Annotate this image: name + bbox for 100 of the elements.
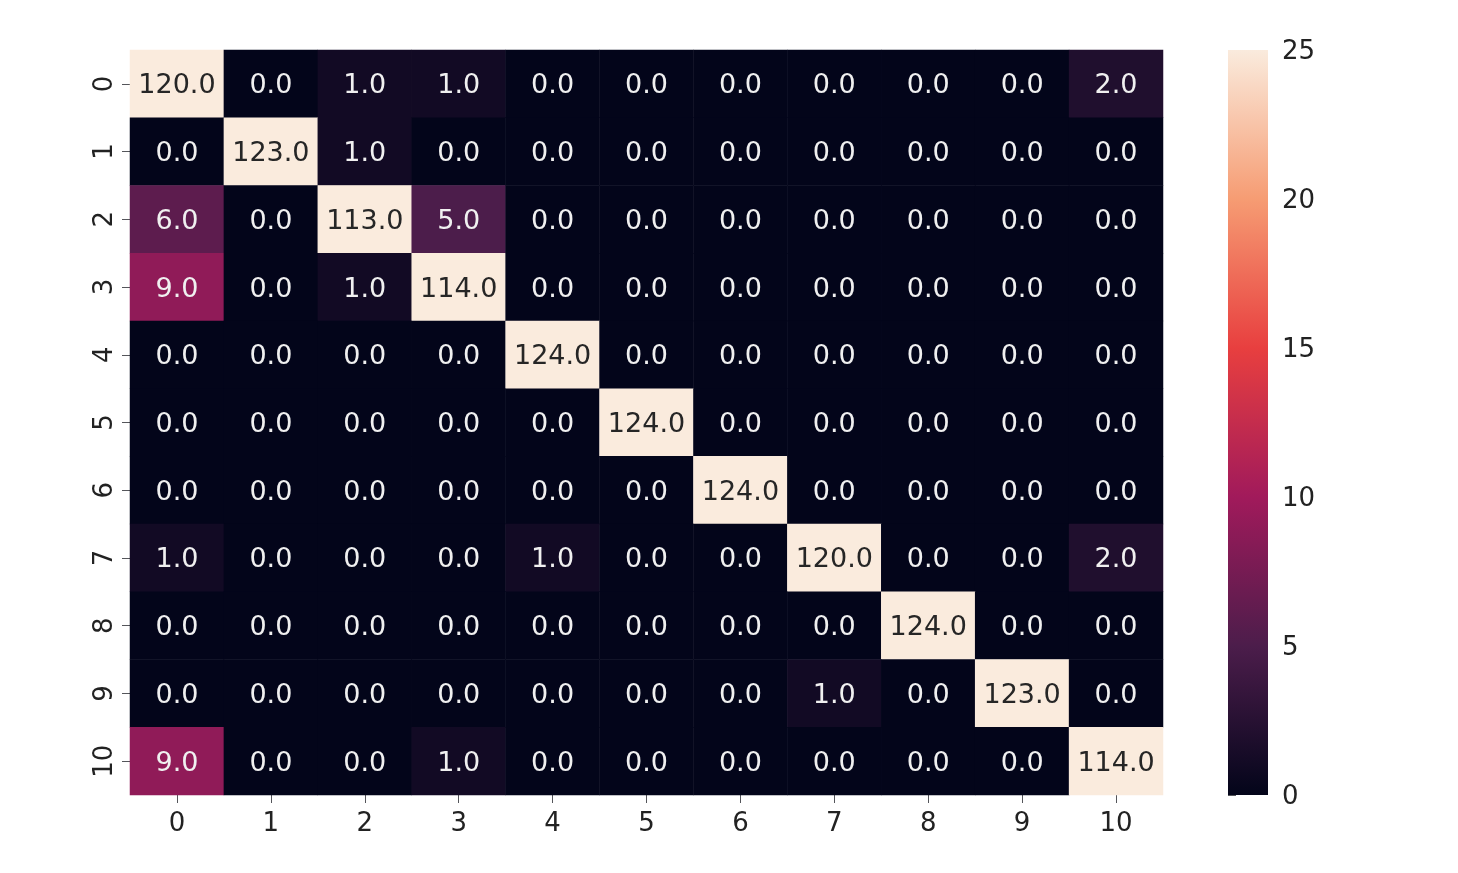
data-label: 0.0 [437, 407, 481, 438]
data-label: 120.0 [138, 68, 216, 100]
data-label: 0.0 [812, 271, 856, 303]
data-label: 0.0 [625, 610, 668, 642]
data-label: 1.0 [812, 677, 856, 709]
data-label: 0.0 [531, 203, 575, 235]
data-label: 0.0 [812, 68, 856, 100]
color-bar-label: 0 [1282, 780, 1299, 810]
y-tick-label: 3 [88, 278, 118, 296]
data-label: 0.0 [812, 339, 856, 371]
color-bar-label: 25 [1282, 35, 1316, 65]
data-label: 0.0 [1000, 542, 1044, 574]
data-label: 0.0 [1000, 136, 1044, 168]
y-tick-label: 5 [88, 414, 118, 431]
y-tick-label: 9 [88, 685, 118, 702]
data-label: 0.0 [343, 610, 387, 642]
data-label: 0.0 [625, 542, 668, 574]
data-label: 0.0 [343, 474, 387, 506]
x-tick-label: 0 [168, 807, 186, 837]
data-label: 0.0 [1094, 203, 1138, 235]
data-label: 0.0 [249, 542, 293, 574]
data-label: 0.0 [437, 136, 481, 168]
data-label: 0.0 [625, 271, 668, 303]
data-label: 0.0 [906, 271, 950, 303]
data-label: 1.0 [155, 542, 199, 574]
data-label: 0.0 [531, 68, 575, 100]
data-label: 0.0 [249, 68, 293, 100]
data-label: 1.0 [343, 68, 387, 100]
data-label: 0.0 [812, 407, 856, 438]
data-label: 0.0 [437, 339, 481, 371]
data-label: 0.0 [812, 610, 856, 642]
data-label: 0.0 [437, 474, 481, 506]
data-label: 0.0 [155, 407, 199, 438]
x-tick-label: 4 [544, 807, 561, 837]
data-label: 0.0 [625, 68, 668, 100]
x-tick-label: 10 [1099, 807, 1133, 837]
data-label: 0.0 [531, 745, 575, 777]
data-label: 0.0 [531, 677, 575, 709]
data-label: 6.0 [155, 203, 199, 235]
x-tick-label: 3 [450, 807, 467, 837]
data-label: 1.0 [437, 745, 481, 777]
data-label: 113.0 [326, 203, 404, 235]
data-label: 9.0 [155, 745, 199, 777]
data-label: 0.0 [1000, 339, 1044, 371]
data-label: 0.0 [718, 68, 762, 100]
data-label: 124.0 [607, 407, 686, 438]
data-label: 0.0 [625, 203, 668, 235]
data-label: 0.0 [1000, 745, 1044, 777]
data-label: 0.0 [155, 474, 199, 506]
data-label: 0.0 [812, 745, 856, 777]
color-bar-label: 20 [1282, 184, 1316, 214]
data-label: 0.0 [1000, 610, 1044, 642]
y-tick-label: 10 [88, 744, 118, 778]
y-tick-label: 4 [88, 346, 118, 364]
data-label: 0.0 [437, 610, 481, 642]
data-label: 0.0 [718, 677, 762, 709]
data-label: 120.0 [795, 542, 873, 574]
data-label: 0.0 [1000, 271, 1044, 303]
data-label: 0.0 [249, 271, 293, 303]
data-label: 0.0 [718, 203, 762, 235]
data-label: 0.0 [1000, 68, 1044, 100]
data-label: 0.0 [906, 203, 950, 235]
data-label: 123.0 [983, 677, 1061, 709]
data-label: 0.0 [718, 745, 762, 777]
data-label: 0.0 [155, 136, 199, 168]
data-label: 0.0 [812, 203, 856, 235]
data-label: 5.0 [437, 203, 481, 235]
data-label: 0.0 [906, 407, 950, 438]
data-label: 0.0 [906, 474, 950, 506]
data-label: 0.0 [531, 610, 575, 642]
data-label: 0.0 [249, 203, 293, 235]
data-label: 0.0 [906, 68, 950, 100]
data-label: 0.0 [625, 677, 668, 709]
data-label: 0.0 [625, 745, 668, 777]
data-label: 0.0 [1094, 677, 1138, 709]
data-label: 0.0 [1000, 203, 1044, 235]
data-label: 0.0 [718, 271, 762, 303]
data-label: 0.0 [906, 745, 950, 777]
data-label: 0.0 [155, 610, 199, 642]
data-label: 0.0 [1000, 474, 1044, 506]
data-label: 0.0 [906, 677, 950, 709]
data-label: 0.0 [1094, 407, 1138, 438]
data-label: 0.0 [249, 474, 293, 506]
x-tick-label: 6 [732, 807, 749, 837]
data-label: 0.0 [906, 339, 950, 371]
data-label: 0.0 [437, 542, 481, 574]
data-label: 114.0 [420, 271, 498, 303]
data-label: 123.0 [232, 136, 310, 168]
data-label: 1.0 [343, 136, 387, 168]
data-label: 0.0 [718, 339, 762, 371]
data-label: 0.0 [531, 474, 575, 506]
y-tick-label: 8 [88, 617, 118, 634]
data-label: 0.0 [249, 407, 293, 438]
data-label: 0.0 [1000, 407, 1044, 438]
x-tick-label: 2 [356, 807, 374, 837]
data-label: 0.0 [343, 745, 387, 777]
color-bar-label: 15 [1282, 333, 1316, 363]
data-label: 0.0 [1094, 474, 1138, 506]
data-label: 0.0 [625, 474, 668, 506]
x-tick-label: 8 [919, 807, 937, 837]
